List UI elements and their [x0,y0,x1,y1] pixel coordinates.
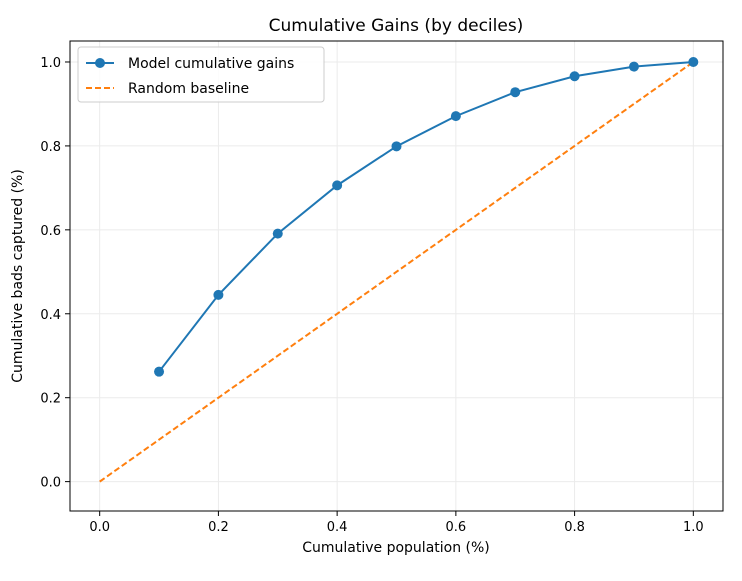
model-gains-point [450,111,461,122]
x-axis-label: Cumulative population (%) [302,540,490,556]
y-tick-label: 1.0 [40,56,61,71]
model-gains-point [569,71,580,82]
random-baseline-line [99,61,694,483]
model-gains-point [154,366,165,377]
y-tick-label: 0.4 [40,308,61,323]
model-gains-point [688,56,699,67]
y-axis-ticks: 0.0 0.2 0.4 0.6 0.8 1.0 [40,56,70,491]
model-gains-point [628,61,639,72]
series-layer [99,56,699,483]
x-tick-label: 0.2 [208,520,229,535]
x-axis-ticks: 0.0 0.2 0.4 0.6 0.8 1.0 [89,511,704,535]
plot-area-frame [69,40,724,512]
model-gains-line [158,60,694,373]
y-axis-label: Cumulative bads captured (%) [10,169,26,383]
y-tick-label: 0.6 [40,224,61,239]
x-tick-label: 0.0 [89,520,110,535]
chart-title: Cumulative Gains (by deciles) [269,16,524,36]
y-tick-label: 0.2 [40,392,61,407]
model-gains-point [391,141,402,152]
x-tick-label: 0.4 [327,520,348,535]
y-tick-label: 0.0 [40,476,61,491]
grid-lines [70,41,723,511]
model-gains-point [213,289,224,300]
legend-model-label: Model cumulative gains [128,56,294,72]
model-gains-point [332,180,343,191]
model-gains-point [510,87,521,98]
legend: Model cumulative gains Random baseline [77,46,325,103]
model-gains-point [272,228,283,239]
y-tick-label: 0.8 [40,140,61,155]
x-tick-label: 0.6 [446,520,467,535]
legend-model-marker-swatch [95,58,105,68]
legend-random-label: Random baseline [128,81,249,97]
legend-box [77,46,325,103]
x-tick-label: 0.8 [564,520,585,535]
x-tick-label: 1.0 [683,520,704,535]
